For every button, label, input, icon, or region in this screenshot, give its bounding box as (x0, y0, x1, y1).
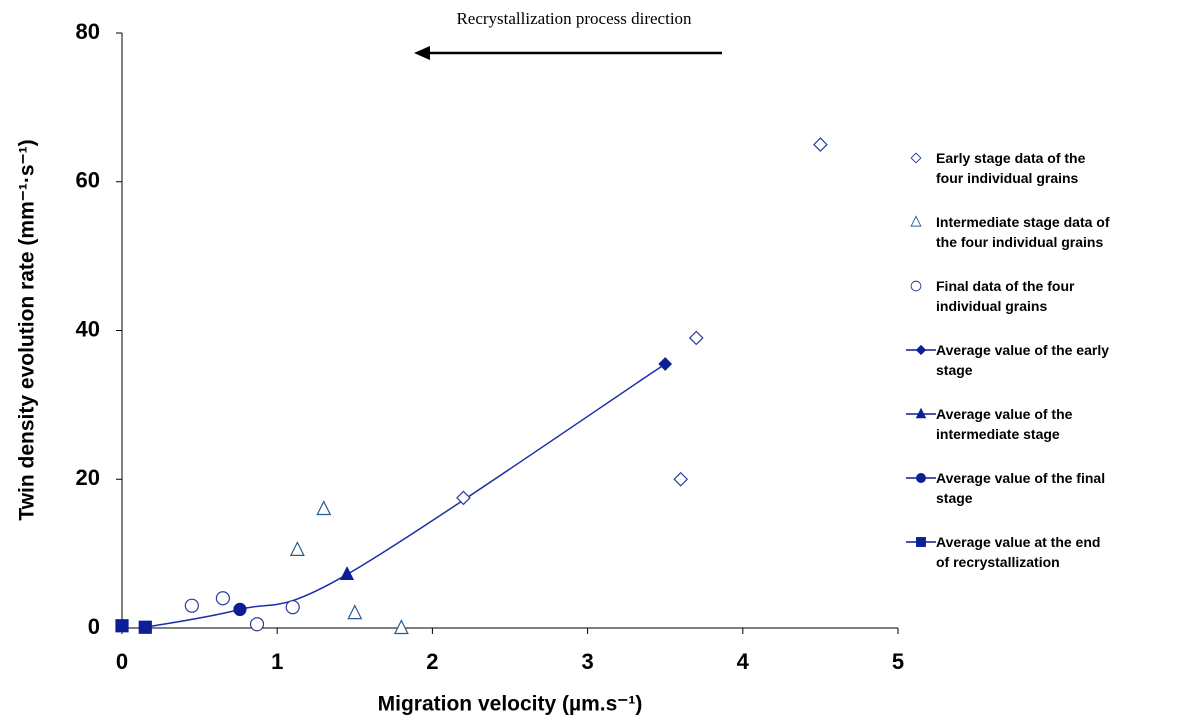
legend-item: Intermediate stage data of the four indi… (906, 212, 1110, 276)
triangle-marker (340, 566, 355, 581)
trend-line (145, 363, 666, 628)
legend-swatch (906, 537, 936, 547)
legend-swatch (906, 407, 936, 419)
triangle-marker (915, 407, 927, 419)
legend-label: Intermediate stage data of the four indi… (936, 214, 1110, 250)
circle-marker (910, 280, 922, 292)
legend-label: Final data of the four individual grains (936, 278, 1075, 314)
square-marker (916, 537, 926, 547)
y-tick-label: 0 (88, 614, 100, 639)
diamond-marker (813, 137, 828, 152)
legend-swatch (906, 344, 936, 356)
circle-marker (233, 602, 247, 617)
triangle-marker (289, 541, 305, 557)
x-tick-label: 3 (581, 649, 593, 674)
annotation: Recrystallization process direction (456, 9, 692, 28)
diamond-marker (688, 330, 704, 346)
legend-item: Final data of the four individual grains (906, 276, 1106, 340)
x-tick-label: 2 (426, 649, 438, 674)
diamond-marker (910, 152, 922, 164)
legend-label: Average value of the early stage (936, 342, 1110, 378)
diamond-marker (658, 357, 673, 371)
triangle-marker (316, 500, 332, 516)
y-tick-label: 80 (76, 19, 100, 44)
diamond-marker (915, 344, 927, 356)
circle-marker (215, 591, 230, 606)
legend-item: Average value of the intermediate stage (906, 404, 1106, 468)
legend-swatch (906, 473, 936, 483)
legend-item: Average value at the end of recrystalliz… (906, 532, 1106, 596)
legend-item: Average value of the final stage (906, 468, 1106, 532)
y-tick-label: 60 (76, 168, 100, 193)
x-tick-label: 5 (892, 649, 904, 674)
legend-label: Early stage data of the four individual … (936, 150, 1086, 186)
square-marker (115, 619, 129, 633)
legend-item: Average value of the early stage (906, 340, 1109, 404)
triangle-marker (910, 215, 922, 227)
legend-label: Average value at the end of recrystalliz… (936, 534, 1101, 570)
diamond-marker (456, 490, 471, 506)
square-marker (138, 620, 152, 634)
x-tick-label: 1 (271, 649, 283, 674)
diamond-marker (673, 471, 689, 487)
legend-item: Early stage data of the four individual … (906, 148, 1106, 212)
circle-marker (285, 600, 300, 615)
circle-marker (184, 598, 199, 613)
legend-label: Average value of the intermediate stage (936, 406, 1073, 442)
x-tick-label: 4 (737, 649, 750, 674)
y-tick-label: 20 (76, 465, 100, 490)
legend-swatch (910, 152, 922, 164)
circle-marker (249, 617, 265, 632)
triangle-marker (347, 604, 363, 620)
y-axis-title: Twin density evolution rate (mm⁻¹·s⁻¹) (16, 139, 39, 520)
circle-marker (916, 473, 926, 483)
x-axis-title: Migration velocity (µm.s⁻¹) (378, 693, 643, 716)
legend-swatch (910, 280, 922, 292)
arrow-head (414, 46, 430, 60)
legend: Early stage data of the four individual … (906, 148, 1110, 596)
x-tick-label: 0 (116, 649, 128, 674)
legend-swatch (910, 215, 922, 227)
legend-label: Average value of the final stage (936, 470, 1106, 506)
triangle-marker (393, 619, 409, 635)
y-tick-label: 40 (76, 316, 100, 341)
